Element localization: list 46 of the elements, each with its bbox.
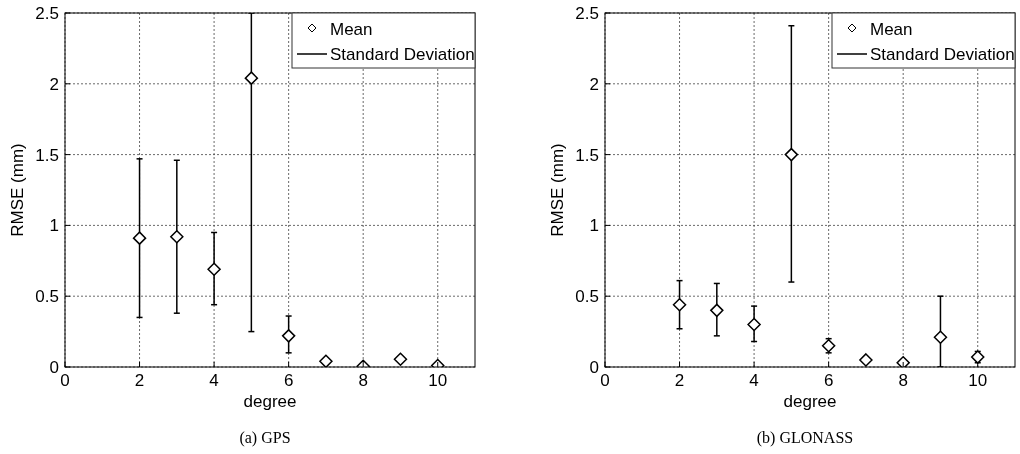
point [784, 147, 799, 162]
x-tick-label: 2 [674, 371, 685, 390]
y-tick-label: 1.5 [35, 145, 59, 165]
y-tick-label: 1 [49, 216, 59, 236]
y-tick-label: 0.5 [575, 287, 599, 307]
point [859, 353, 873, 367]
y-tick-label: 2 [49, 74, 59, 94]
point [244, 71, 259, 85]
point [710, 303, 724, 318]
x-axis-title: degree [243, 392, 297, 411]
x-tick-label: 8 [358, 371, 368, 390]
y-tick-label: 1 [589, 216, 599, 236]
legend-label: Mean [870, 20, 913, 39]
y-tick-label: 0 [49, 358, 59, 377]
x-tick-label: 10 [968, 371, 988, 390]
point [672, 297, 687, 312]
y-tick-label: 2.5 [575, 4, 599, 23]
point [933, 330, 948, 345]
y-axis-title: RMSE (mm) [8, 143, 27, 237]
point [132, 231, 147, 245]
y-tick-label: 1.5 [575, 145, 599, 165]
point [170, 229, 184, 244]
y-axis-title: RMSE (mm) [548, 143, 567, 237]
x-tick-label: 6 [283, 371, 294, 390]
point [393, 352, 408, 366]
annotation: Standard Deviation [870, 45, 1015, 64]
text: (a) GPS [239, 429, 291, 447]
point [281, 329, 296, 343]
x-tick-label: 2 [134, 371, 145, 390]
y-tick-label: 2 [589, 74, 599, 94]
x-tick-label: 4 [749, 371, 759, 390]
legend-label: Mean [330, 20, 373, 39]
x-tick-label: 8 [898, 371, 908, 390]
x-tick-label: 4 [209, 371, 219, 390]
x-axis-title: degree [783, 392, 837, 411]
y-tick-label: 0.5 [35, 287, 59, 307]
point [207, 262, 221, 277]
text: (b) GLONASS [756, 429, 854, 447]
annotation: Standard Deviation [330, 45, 475, 64]
x-tick-label: 10 [428, 371, 448, 390]
point [896, 356, 910, 367]
x-tick-label: 6 [823, 371, 834, 390]
point [319, 354, 333, 367]
point [747, 317, 761, 332]
y-tick-label: 0 [589, 358, 599, 377]
y-tick-label: 2.5 [35, 4, 59, 23]
